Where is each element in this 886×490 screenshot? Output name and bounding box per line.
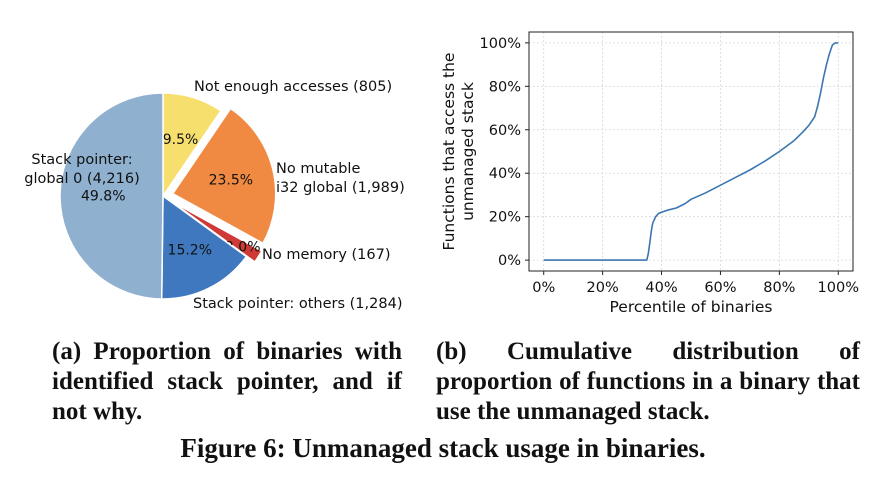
pie-pct-label-1: 23.5% — [209, 173, 253, 189]
pie-category-label-4: Stack pointer: global 0 (4,216) — [24, 152, 140, 187]
pie-slice-2 — [171, 200, 263, 263]
y-tick-label-0: 0% — [498, 253, 521, 269]
x-tick-label-0: 0% — [532, 280, 555, 296]
pie-pct-label-3: 15.2% — [168, 242, 212, 258]
pie-slice-1 — [171, 107, 277, 245]
cdf-series-line-0 — [543, 42, 839, 261]
y-axis-label: Functions that access theunmanaged stack — [440, 53, 477, 251]
x-axis-label: Percentile of binaries — [609, 298, 772, 316]
pie-category-label-1: No mutable i32 global (1,989) — [276, 161, 405, 196]
pie-pct-label-0: 9.5% — [163, 132, 199, 148]
y-axis-label-group: Functions that access theunmanaged stack — [440, 53, 477, 251]
pie-category-label-2: No memory (167) — [262, 247, 391, 263]
y-tick-label-3: 60% — [489, 123, 521, 139]
plot-frame — [528, 31, 854, 272]
y-tick-label-1: 20% — [489, 210, 521, 226]
cdf-line-chart: 0% 20% 40% 60% 80% 100% 0% 20% 40% 60% 80% 100% Perc… — [430, 0, 886, 330]
x-tick-label-5: 100% — [818, 280, 859, 296]
x-tick-label-1: 20% — [587, 280, 619, 296]
y-tick-label-2: 40% — [489, 166, 521, 182]
pie-pct-label-4: 49.8% — [81, 189, 125, 205]
pie-slice-4 — [59, 92, 164, 300]
x-tick-label-2: 40% — [645, 280, 677, 296]
x-tick-label-4: 80% — [763, 280, 795, 296]
x-tick-label-3: 60% — [704, 280, 736, 296]
pie-category-label-0: Not enough accesses (805) — [194, 79, 392, 95]
pie-category-label-3: Stack pointer: others (1,284) — [193, 296, 402, 312]
pie-slice-3 — [160, 194, 248, 300]
caption-b: (b) Cumulative distribution of proportio… — [436, 338, 860, 425]
cdf-chart-svg: 0% 20% 40% 60% 80% 100% 0% 20% 40% 60% 80% 100% Perc… — [440, 31, 859, 316]
figure-title: Figure 6: Unmanaged stack usage in binar… — [180, 433, 706, 463]
y-tick-label-5: 100% — [480, 36, 521, 52]
pie-chart-svg: 9.5% Not enough accesses (805) 23.5% No mut… — [24, 79, 405, 312]
caption-a: (a) Proportion of binaries with identifi… — [52, 338, 402, 425]
pie-chart: 9.5% Not enough accesses (805) 23.5% No mut… — [0, 0, 440, 330]
y-tick-label-4: 80% — [489, 79, 521, 95]
